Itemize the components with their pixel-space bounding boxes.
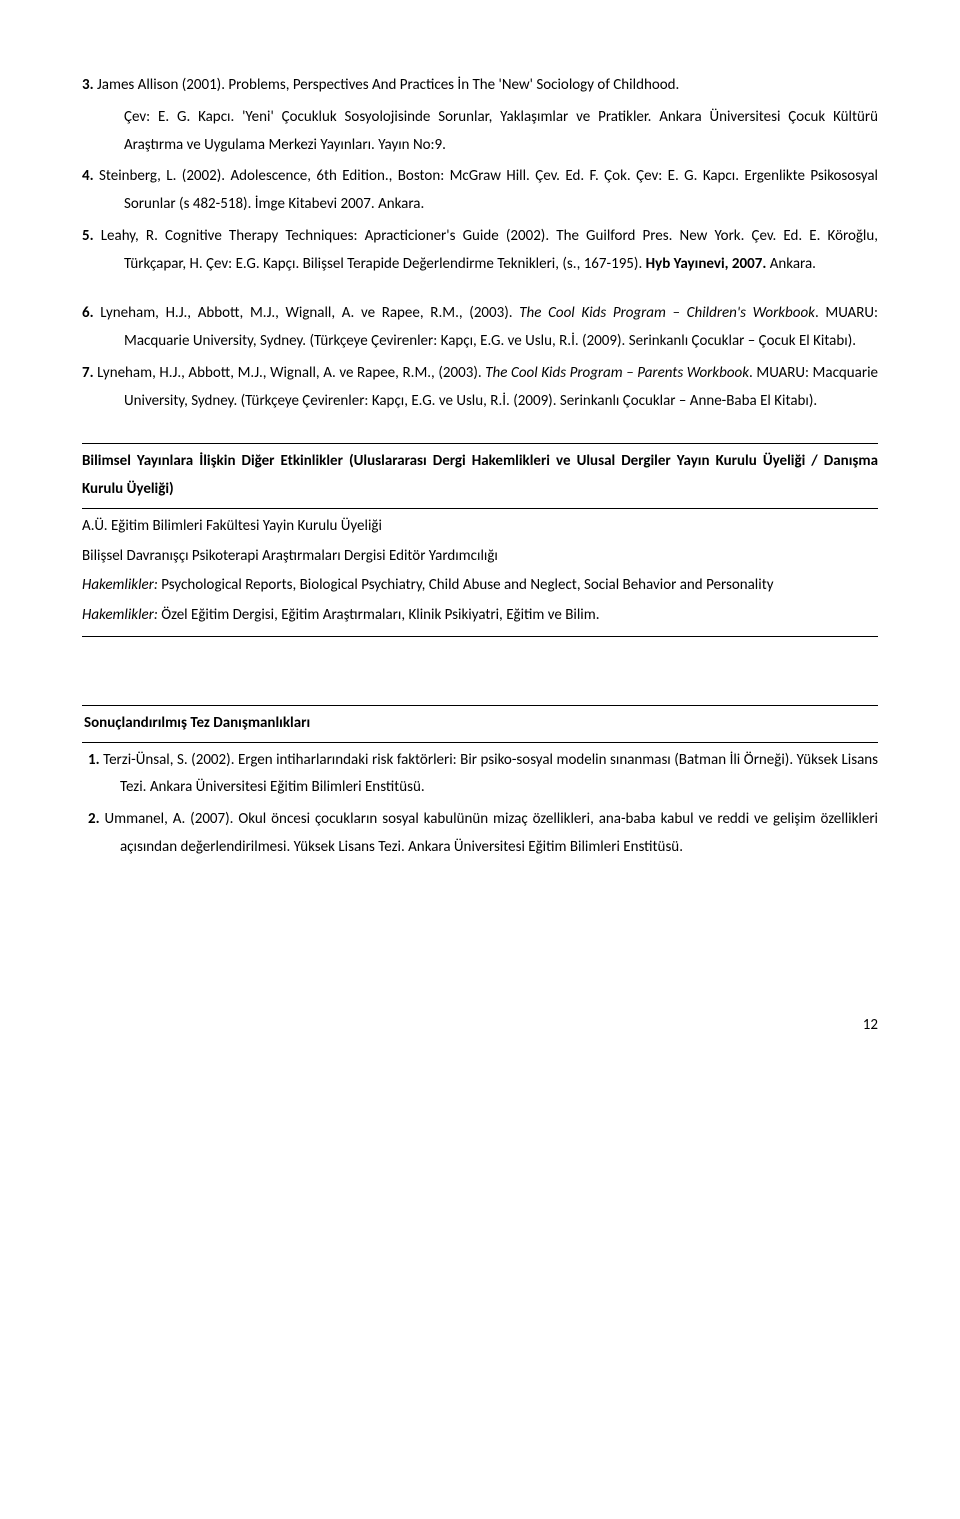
- thesis-text: Ummanel, A. (2007). Okul öncesi çocuklar…: [100, 810, 878, 856]
- thesis-text: Terzi-Ünsal, S. (2002). Ergen intiharlar…: [100, 751, 878, 797]
- ref-italic: The Cool Kids Program – Parents Workbook: [485, 364, 749, 382]
- section-heading-activities: Bilimsel Yayınlara İlişkin Diğer Etkinli…: [82, 443, 878, 509]
- thesis-1: 1. Terzi-Ünsal, S. (2002). Ergen intihar…: [82, 747, 878, 803]
- thesis-2: 2. Ummanel, A. (2007). Okul öncesi çocuk…: [82, 806, 878, 862]
- heading-text: Sonuçlandırılmış Tez Danışmanlıkları: [84, 714, 310, 732]
- thesis-number: 2.: [88, 810, 100, 828]
- reference-3-cont: Çev: E. G. Kapcı. 'Yeni' Çocukluk Sosyol…: [82, 104, 878, 160]
- ref-text: James Allison (2001). Problems, Perspect…: [94, 76, 680, 94]
- activity-line-1: A.Ü. Eğitim Bilimleri Fakültesi Yayin Ku…: [82, 513, 878, 541]
- activity-line-3: Hakemlikler: Psychological Reports, Biol…: [82, 572, 878, 600]
- ref-text: Steinberg, L. (2002). Adolescence, 6th E…: [94, 167, 878, 213]
- ref-number: 6.: [82, 304, 94, 322]
- reference-6: 6. Lyneham, H.J., Abbott, M.J., Wignall,…: [82, 300, 878, 356]
- ref-bold: Hyb Yayınevi, 2007.: [646, 255, 767, 273]
- ref-text: Çev: E. G. Kapcı. 'Yeni' Çocukluk Sosyol…: [124, 108, 878, 154]
- reference-3: 3. James Allison (2001). Problems, Persp…: [82, 72, 878, 100]
- activity-text: Psychological Reports, Biological Psychi…: [158, 576, 774, 594]
- activity-line-2: Bilişsel Davranışçı Psikoterapi Araştırm…: [82, 543, 878, 571]
- reference-4: 4. Steinberg, L. (2002). Adolescence, 6t…: [82, 163, 878, 219]
- ref-text: Ankara.: [766, 255, 816, 273]
- ref-number: 5.: [82, 227, 94, 245]
- reference-5: 5. Leahy, R. Cognitive Therapy Technique…: [82, 223, 878, 279]
- ref-italic: The Cool Kids Program – Children's Workb…: [519, 304, 815, 322]
- thesis-number: 1.: [88, 751, 100, 769]
- heading-text: Bilimsel Yayınlara İlişkin Diğer Etkinli…: [82, 452, 878, 498]
- page-number: 12: [82, 1012, 878, 1040]
- activity-text: Özel Eğitim Dergisi, Eğitim Araştırmalar…: [158, 606, 600, 624]
- activity-line-4: Hakemlikler: Özel Eğitim Dergisi, Eğitim…: [82, 602, 878, 630]
- ref-number: 7.: [82, 364, 94, 382]
- ref-text: Lyneham, H.J., Abbott, M.J., Wignall, A.…: [94, 304, 520, 322]
- label-italic: Hakemlikler:: [82, 576, 158, 594]
- section-heading-theses: Sonuçlandırılmış Tez Danışmanlıkları: [82, 705, 878, 743]
- ref-text: Lyneham, H.J., Abbott, M.J., Wignall, A.…: [94, 364, 486, 382]
- label-italic: Hakemlikler:: [82, 606, 158, 624]
- reference-7: 7. Lyneham, H.J., Abbott, M.J., Wignall,…: [82, 360, 878, 416]
- ref-number: 3.: [82, 76, 94, 94]
- ref-number: 4.: [82, 167, 94, 185]
